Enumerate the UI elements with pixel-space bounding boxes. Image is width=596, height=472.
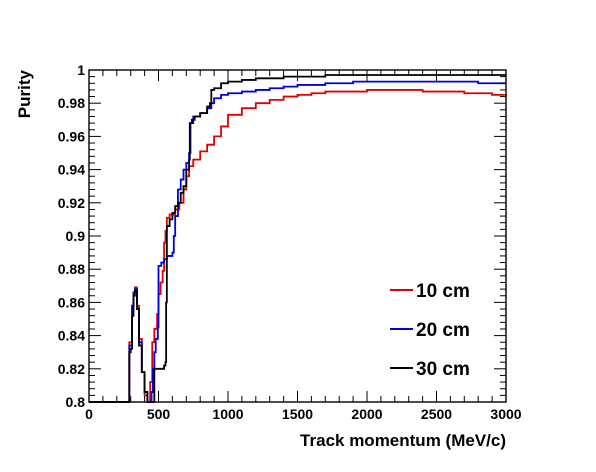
x-tick-label: 1000: [212, 406, 243, 422]
y-tick-label: 0.94: [58, 162, 85, 178]
x-tick-label: 2000: [351, 406, 382, 422]
y-tick-label: 0.88: [58, 261, 85, 277]
x-tick-label: 1500: [282, 406, 313, 422]
y-axis-title: Purity: [15, 69, 34, 118]
legend-label-3: 30 cm: [416, 359, 470, 380]
series-layer: [89, 74, 507, 403]
y-tick-label: 0.98: [58, 95, 85, 111]
ticks-layer: 0 500 1000 1500 2000 2500 3000 0.8 0.82 0.84 0.86 0…: [58, 62, 522, 422]
legend-label-2: 20 cm: [416, 320, 470, 341]
y-tick-label: 0.96: [58, 128, 85, 144]
x-tick-label: 3000: [490, 406, 521, 422]
legend: 10 cm 20 cm 30 cm: [390, 281, 470, 380]
x-tick-label: 0: [85, 406, 93, 422]
y-tick-label: 0.8: [66, 394, 86, 410]
x-axis-title: Track momentum (MeV/c): [300, 431, 506, 450]
legend-label-1: 10 cm: [416, 281, 470, 302]
y-tick-label: 0.84: [58, 328, 85, 344]
y-tick-label: 0.86: [58, 294, 85, 310]
series-line-3: [89, 74, 506, 403]
y-tick-label: 1: [77, 62, 85, 78]
x-tick-label: 500: [147, 406, 171, 422]
series-line-1: [89, 89, 507, 403]
y-tick-label: 0.92: [58, 195, 85, 211]
x-tick-label: 2500: [421, 406, 452, 422]
y-tick-label: 0.82: [58, 361, 85, 377]
y-tick-label: 0.9: [66, 228, 86, 244]
